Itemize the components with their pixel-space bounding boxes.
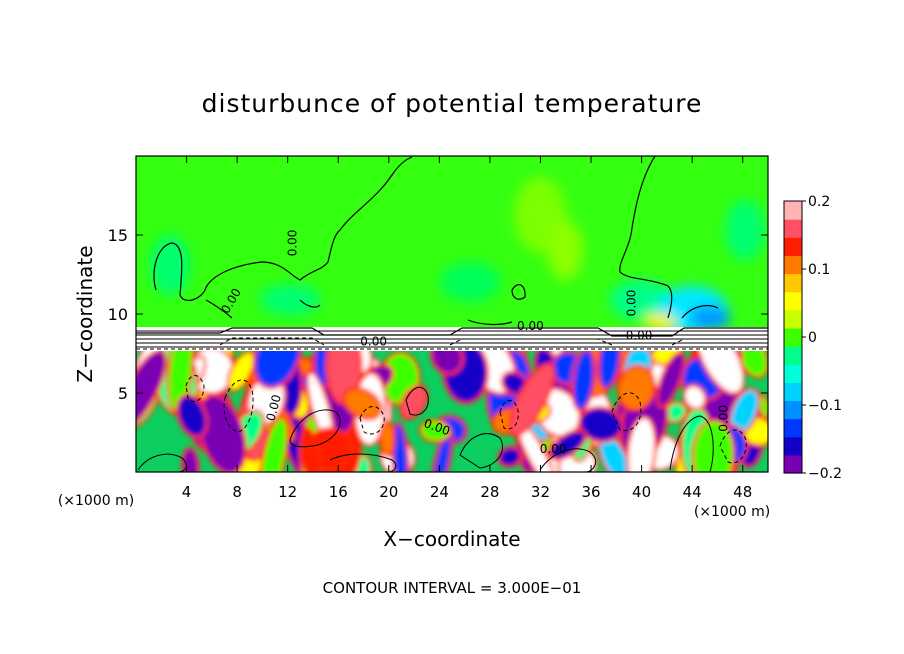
contour-label: 0.00 (263, 393, 283, 422)
colorbar-swatch (784, 291, 802, 311)
turbulence-cell (731, 390, 759, 433)
x-tick-label: 48 (733, 483, 752, 501)
contour-interval-note: CONTOUR INTERVAL = 3.000E−01 (323, 579, 582, 597)
colorbar-swatch (784, 400, 802, 420)
x-axis-unit-right: (×1000 m) (694, 504, 770, 520)
turbulence-cell (600, 435, 629, 472)
turbulence-cell (261, 419, 287, 472)
y-tick-label: 5 (118, 384, 128, 403)
x-tick-label: 40 (632, 483, 651, 501)
turbulence-cell (500, 448, 520, 466)
chart-title: disturbunce of potential temperature (202, 89, 703, 118)
colorbar-swatch (784, 436, 802, 456)
contour-label: 0.00 (626, 328, 653, 342)
turbulence-cell (184, 449, 197, 472)
turbulence-cell (511, 365, 553, 435)
turbulence-cell (136, 352, 165, 427)
upper-layer-anomalies (150, 177, 765, 330)
turbulence-cell (381, 423, 393, 455)
contour-label: 0.00 (286, 230, 300, 257)
turbulence-cell (518, 422, 554, 472)
colorbar-tick-label: 0.2 (808, 194, 830, 210)
colorbar-tick-label: 0.1 (808, 262, 830, 278)
x-tick-label: 12 (278, 483, 297, 501)
colorbar-swatch (784, 418, 802, 438)
turbulence-cell (619, 367, 653, 409)
colorbar-swatch (784, 273, 802, 293)
x-tick-label: 4 (182, 483, 192, 501)
y-axis-label: Z−coordinate (73, 245, 97, 382)
turbulence-cell (685, 386, 705, 408)
turbulence-cell (178, 396, 206, 436)
colorbar-tick-label: −0.1 (808, 398, 842, 414)
colorbar: −0.2 −0.1 0 0.1 0.2 (783, 194, 842, 482)
turbulence-cell (328, 350, 360, 403)
x-axis-label: X−coordinate (383, 527, 520, 551)
turbulence-cell (698, 350, 743, 393)
x-axis-unit-left: (×1000 m) (58, 493, 134, 509)
turbulence-cell (551, 431, 585, 458)
turbulence-cell (200, 396, 244, 472)
contour-label: 0.00 (540, 442, 567, 456)
contours-lower (137, 375, 747, 472)
y-tick-label: 10 (108, 305, 128, 324)
colorbar-swatch (784, 454, 802, 474)
turbulence-blobs (136, 350, 768, 472)
turbulence-cell (739, 350, 767, 376)
turbulence-cell (573, 350, 594, 409)
colorbar-tick-label: −0.2 (808, 466, 842, 482)
contour-label: 0.00 (517, 319, 544, 333)
colorbar-swatch (784, 255, 802, 275)
turbulence-cell (401, 387, 426, 418)
colorbar-swatch (784, 237, 802, 256)
turbulence-cell (432, 432, 451, 472)
turbulence-cell (599, 350, 620, 388)
contours-upper (153, 156, 719, 326)
contour-label: 0.00 (360, 335, 387, 349)
colorbar-swatch (784, 382, 802, 402)
colorbar-swatch (784, 309, 802, 329)
turbulence-cell (628, 418, 655, 472)
colorbar-swatch (784, 201, 802, 220)
colorbar-swatch (784, 364, 802, 383)
contour-label: 0.00 (717, 405, 731, 432)
x-tick-label: 8 (232, 483, 242, 501)
x-tick-label: 44 (683, 483, 702, 501)
colorbar-swatch (784, 346, 802, 365)
x-tick-label: 20 (379, 483, 398, 501)
turbulence-cell (665, 403, 686, 421)
inversion-band (136, 327, 768, 351)
turbulence-cell (229, 353, 253, 390)
x-tick-label: 28 (480, 483, 499, 501)
colorbar-swatch (784, 219, 802, 238)
turbulence-cell (308, 373, 333, 445)
contour-labels: 0.000.00 0.000.000.000.000.000.000.000.00 (218, 230, 730, 456)
turbulence-cell (432, 350, 462, 373)
turbulence-cell (580, 408, 621, 440)
x-tick-label: 36 (581, 483, 600, 501)
contour-label: 0.00 (624, 290, 638, 317)
turbulence-cell (255, 350, 300, 387)
x-tick-label: 16 (329, 483, 348, 501)
y-tick-label: 15 (108, 226, 128, 245)
turbulence-cell (393, 424, 407, 472)
turbulence-cell (169, 350, 192, 410)
colorbar-tick-label: 0 (808, 330, 817, 346)
x-tick-label: 32 (531, 483, 550, 501)
plot-area: 0.000.00 0.000.000.000.000.000.000.000.00 (136, 156, 768, 472)
turbulence-cell (302, 429, 318, 472)
turbulence-cell (421, 421, 449, 441)
x-tick-label: 24 (430, 483, 449, 501)
turbulence-cell (503, 373, 527, 394)
turbulence-cell (658, 354, 684, 406)
turbulence-cell (345, 389, 380, 418)
colorbar-swatch (784, 327, 802, 347)
